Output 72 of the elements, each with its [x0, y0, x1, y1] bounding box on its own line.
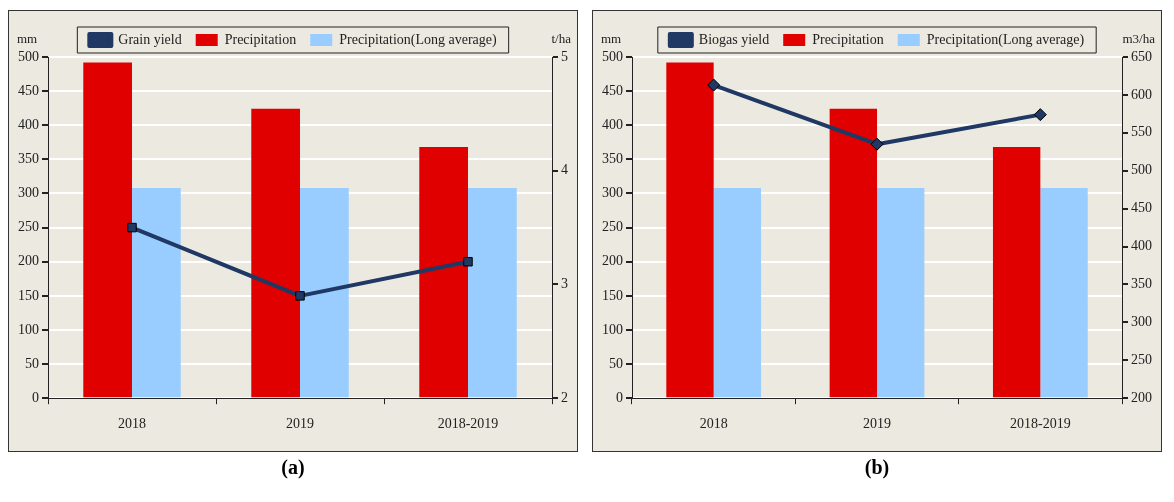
y2-tick-label: 4: [561, 162, 568, 178]
y2-tick-label: 400: [1131, 238, 1152, 254]
y2-tick-label: 450: [1131, 200, 1152, 216]
y-tick-label: 50: [25, 355, 39, 371]
y-tick-label: 500: [602, 48, 623, 64]
y2-tick-label: 250: [1131, 351, 1152, 367]
bar: [468, 188, 517, 398]
point: [707, 78, 721, 92]
y2-tick-label: 2: [561, 389, 568, 405]
legend-label: Precipitation(Long average): [339, 31, 498, 48]
bar: [83, 62, 132, 398]
y-tick-label: 500: [18, 48, 39, 64]
y2-tick-label: 5: [561, 48, 568, 64]
x-tick-label: 2018-2019: [437, 416, 499, 432]
y-axis-title: mm: [601, 31, 622, 47]
y-tick-label: 0: [616, 389, 623, 405]
bar: [132, 188, 181, 398]
x-tick-label: 2019: [863, 416, 891, 432]
x-tick-label: 2018-2019: [1010, 416, 1071, 432]
point: [1033, 108, 1047, 122]
y2-tick-label: 550: [1131, 124, 1152, 140]
y-tick-label: 0: [32, 389, 39, 405]
y-tick-label: 400: [18, 116, 39, 132]
y-tick-label: 50: [609, 355, 623, 371]
y-tick-label: 100: [18, 321, 39, 337]
bar: [1040, 188, 1088, 398]
y2-tick-label: 3: [561, 276, 568, 292]
text: (a): [281, 456, 305, 479]
bar: [829, 108, 877, 398]
y2-tick-label: 600: [1131, 86, 1152, 102]
x-tick-label: 2018: [699, 416, 728, 432]
y2-tick-label: 350: [1131, 276, 1152, 292]
bar: [251, 108, 300, 398]
y-tick-label: 200: [18, 253, 39, 269]
y2-tick-label: 300: [1131, 314, 1152, 330]
y2-tick-label: 500: [1131, 162, 1152, 178]
legend-label: Precipitation(Long average): [926, 31, 1085, 48]
y-axis-title: mm: [17, 31, 38, 47]
y-tick-label: 200: [602, 253, 623, 269]
point: [463, 256, 473, 267]
y-tick-label: 450: [18, 82, 39, 98]
bar: [713, 188, 762, 398]
y-tick-label: 350: [18, 151, 39, 167]
y2-tick-label: 650: [1131, 48, 1152, 64]
y2-axis-title: m3/ha: [1122, 31, 1156, 47]
y2-tick-label: 200: [1131, 389, 1152, 405]
legend-label: Precipitation: [224, 31, 297, 47]
y-tick-label: 150: [18, 287, 39, 303]
x-tick-label: 2018: [118, 416, 146, 432]
bar: [992, 147, 1041, 398]
y-tick-label: 250: [18, 219, 39, 235]
x-tick-label: 2019: [286, 416, 314, 432]
legend-label: Precipitation: [812, 31, 884, 47]
point: [870, 137, 884, 151]
y-tick-label: 300: [602, 185, 623, 201]
legend-label: Grain yield: [118, 31, 182, 47]
y-tick-label: 250: [602, 219, 623, 235]
bar: [300, 188, 349, 398]
y-tick-label: 400: [602, 116, 623, 132]
point: [295, 291, 305, 301]
legend-label: Biogas yield: [698, 31, 770, 47]
y-tick-label: 150: [602, 287, 623, 303]
y-tick-label: 450: [602, 82, 623, 98]
bar: [666, 62, 714, 398]
point: [127, 222, 137, 233]
text: (b): [864, 456, 890, 479]
y-tick-label: 100: [602, 321, 623, 337]
bar: [877, 188, 925, 398]
y2-axis-title: t/ha: [551, 31, 572, 47]
y-tick-label: 300: [18, 185, 39, 201]
y-tick-label: 350: [602, 151, 623, 167]
bar: [419, 147, 468, 398]
